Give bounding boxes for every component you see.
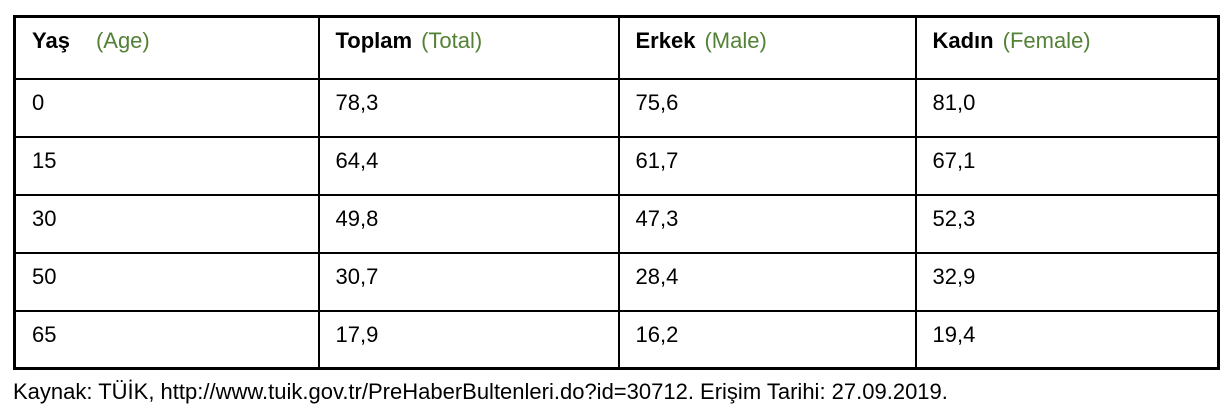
table-row: 50 30,7 28,4 32,9	[13, 251, 1220, 312]
table-body: 0 78,3 75,6 81,0 15 64,4 61,7 67,1 30 49…	[13, 77, 1220, 370]
cell-male: 61,7	[617, 135, 917, 196]
column-header-age: Yaş (Age)	[13, 15, 320, 80]
cell-age: 65	[13, 309, 320, 370]
header-sublabel-female: (Female)	[1002, 28, 1091, 53]
header-row: Yaş (Age) Toplam (Total) Erkek (Male) Kadın…	[13, 15, 1220, 80]
table-header: Yaş (Age) Toplam (Total) Erkek (Male) Kadın…	[13, 15, 1220, 80]
header-label-male: Erkek	[635, 28, 696, 53]
cell-age: 30	[13, 193, 320, 254]
cell-total: 17,9	[317, 309, 620, 370]
source-note: Kaynak: TÜİK, http://www.tuik.gov.tr/Pre…	[13, 379, 948, 404]
cell-male: 75,6	[617, 77, 917, 138]
life-expectancy-table: Yaş (Age) Toplam (Total) Erkek (Male) Kadın…	[13, 15, 1220, 370]
header-label-age: Yaş	[32, 28, 70, 53]
cell-age: 50	[13, 251, 320, 312]
header-sublabel-age: (Age)	[95, 28, 150, 53]
table-row: 65 17,9 16,2 19,4	[13, 309, 1220, 370]
header-label-female: Kadın	[932, 28, 994, 53]
table-row: 15 64,4 61,7 67,1	[13, 135, 1220, 196]
cell-age: 0	[13, 77, 320, 138]
cell-female: 52,3	[914, 193, 1220, 254]
cell-total: 30,7	[317, 251, 620, 312]
header-sublabel-total: (Total)	[421, 28, 483, 53]
document-page: Yaş (Age) Toplam (Total) Erkek (Male) Kadın…	[13, 15, 1220, 404]
cell-male: 28,4	[617, 251, 917, 312]
cell-female: 67,1	[914, 135, 1220, 196]
cell-total: 78,3	[317, 77, 620, 138]
table-row: 30 49,8 47,3 52,3	[13, 193, 1220, 254]
cell-age: 15	[13, 135, 320, 196]
cell-female: 32,9	[914, 251, 1220, 312]
cell-total: 64,4	[317, 135, 620, 196]
cell-female: 81,0	[914, 77, 1220, 138]
cell-total: 49,8	[317, 193, 620, 254]
column-header-female: Kadın (Female)	[914, 15, 1220, 80]
cell-female: 19,4	[914, 309, 1220, 370]
header-label-total: Toplam	[335, 28, 413, 53]
column-header-total: Toplam (Total)	[317, 15, 620, 80]
table-row: 0 78,3 75,6 81,0	[13, 77, 1220, 138]
column-header-male: Erkek (Male)	[617, 15, 917, 80]
cell-male: 16,2	[617, 309, 917, 370]
cell-male: 47,3	[617, 193, 917, 254]
header-sublabel-male: (Male)	[704, 28, 767, 53]
